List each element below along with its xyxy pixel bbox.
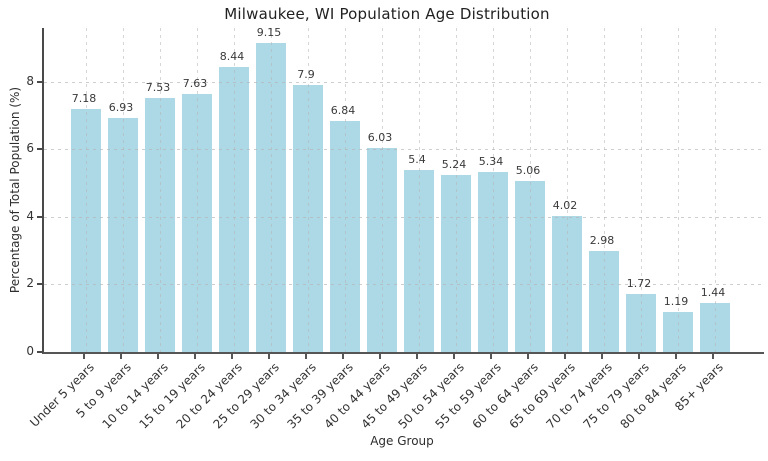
bar-value-label: 6.03 <box>367 131 393 145</box>
gridline-vertical <box>419 28 420 352</box>
y-tick-label: 6 <box>26 141 34 156</box>
bar-value-label: 9.15 <box>256 25 282 39</box>
plot-area <box>42 28 764 354</box>
x-tick-mark <box>638 354 640 359</box>
gridline-vertical <box>86 28 87 352</box>
x-tick-mark <box>490 354 492 359</box>
gridline-vertical <box>160 28 161 352</box>
bar-value-label: 1.44 <box>700 286 726 300</box>
x-tick-mark <box>601 354 603 359</box>
bar-value-label: 1.72 <box>626 276 652 290</box>
bar-value-label: 2.98 <box>589 234 615 248</box>
bar-value-label: 7.9 <box>297 68 315 82</box>
y-tick-mark <box>37 215 42 218</box>
x-tick-mark <box>675 354 677 359</box>
bar-value-label: 1.19 <box>663 294 689 308</box>
x-tick-mark <box>83 354 85 359</box>
x-axis-label: Age Group <box>370 434 434 448</box>
x-tick-mark <box>268 354 270 359</box>
y-tick-label: 0 <box>26 344 34 358</box>
gridline-vertical <box>567 28 568 352</box>
gridline-horizontal <box>44 81 764 83</box>
bar-value-label: 5.06 <box>515 164 541 178</box>
gridline-vertical <box>382 28 383 352</box>
gridline-vertical <box>604 28 605 352</box>
gridline-vertical <box>715 28 716 352</box>
x-tick-mark <box>194 354 196 359</box>
x-tick-mark <box>379 354 381 359</box>
gridline-horizontal <box>44 216 764 218</box>
bar-value-label: 8.44 <box>219 49 245 63</box>
x-tick-mark <box>231 354 233 359</box>
gridline-vertical <box>345 28 346 352</box>
gridline-vertical <box>678 28 679 352</box>
x-tick-mark <box>527 354 529 359</box>
gridline-horizontal <box>44 149 764 151</box>
gridline-vertical <box>123 28 124 352</box>
y-tick-mark <box>37 80 42 83</box>
y-axis-label: Percentage of Total Population (%) <box>8 86 22 294</box>
y-tick-mark <box>37 148 42 151</box>
bar-value-label: 4.02 <box>552 199 578 213</box>
gridline-vertical <box>271 28 272 352</box>
bar-value-label: 7.18 <box>71 92 97 106</box>
x-tick-mark <box>120 354 122 359</box>
gridline-vertical <box>234 28 235 352</box>
x-tick-mark <box>305 354 307 359</box>
x-tick-mark <box>157 354 159 359</box>
y-tick-label: 8 <box>26 73 34 88</box>
gridline-horizontal <box>44 284 764 286</box>
gridline-vertical <box>641 28 642 352</box>
x-tick-mark <box>416 354 418 359</box>
gridline-vertical <box>530 28 531 352</box>
bar-value-label: 5.34 <box>478 154 504 168</box>
y-tick-mark <box>37 351 42 353</box>
bar-value-label: 6.84 <box>330 103 356 117</box>
x-tick-mark <box>564 354 566 359</box>
gridline-vertical <box>308 28 309 352</box>
x-tick-mark <box>712 354 714 359</box>
chart-title: Milwaukee, WI Population Age Distributio… <box>224 5 550 23</box>
bar-value-label: 7.63 <box>182 77 208 91</box>
gridline-vertical <box>493 28 494 352</box>
gridline-vertical <box>456 28 457 352</box>
bar-value-label: 5.4 <box>408 152 426 166</box>
y-tick-label: 4 <box>26 208 34 223</box>
gridline-vertical <box>197 28 198 352</box>
y-tick-mark <box>37 283 42 286</box>
y-tick-label: 2 <box>26 276 34 291</box>
bar-value-label: 7.53 <box>145 80 171 94</box>
x-tick-mark <box>342 354 344 359</box>
x-tick-mark <box>453 354 455 359</box>
bar-value-label: 5.24 <box>441 157 467 171</box>
bar-value-label: 6.93 <box>108 100 134 114</box>
